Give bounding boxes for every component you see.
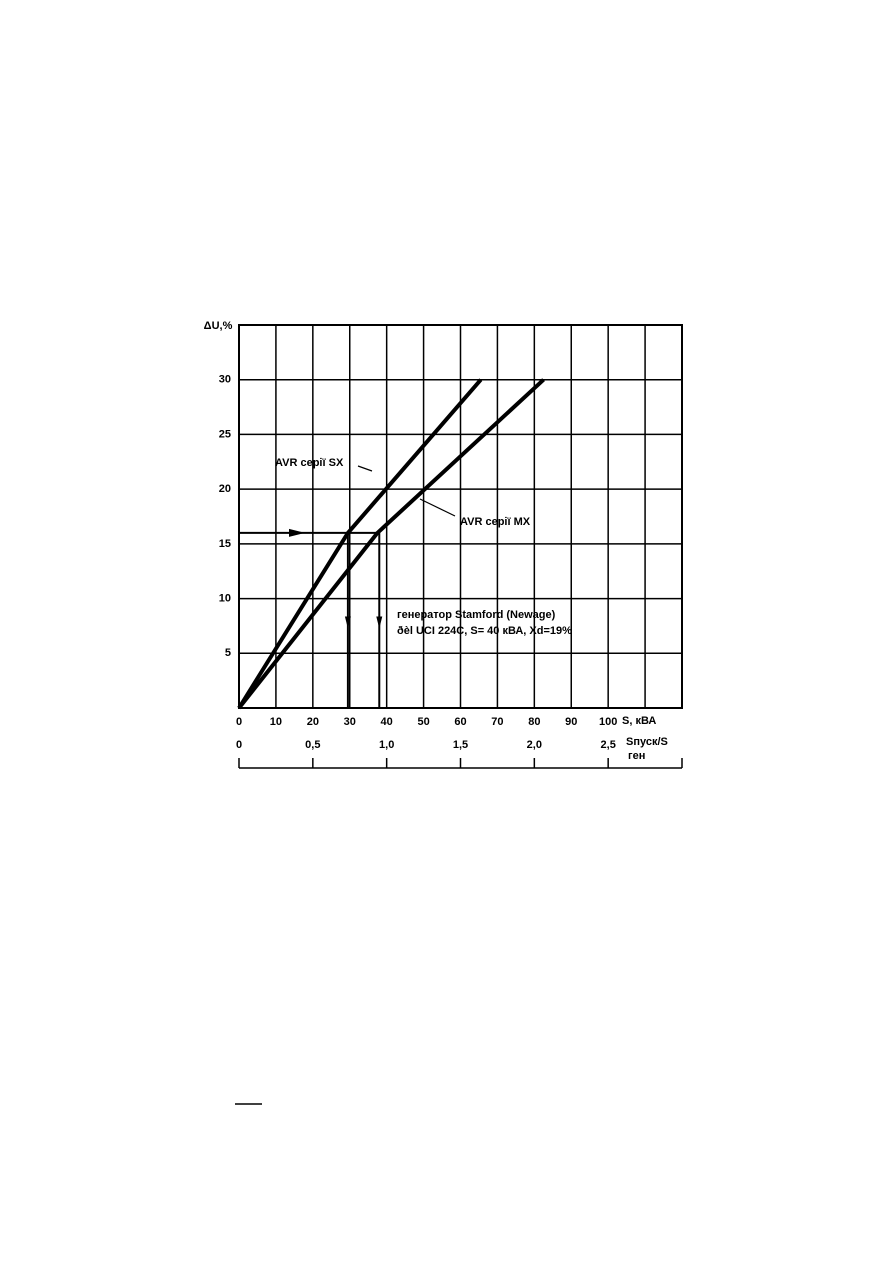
y-axis-label: ΔU,% — [204, 320, 233, 332]
guide-arrow — [376, 616, 383, 629]
series-label: AVR серії MX — [460, 516, 531, 528]
data-line — [237, 378, 483, 710]
plot-frame — [238, 324, 683, 709]
y-tick-label: 30 — [219, 374, 231, 386]
y-tick-label: 10 — [219, 592, 231, 604]
leader — [419, 498, 456, 517]
x-tick-label: 100 — [599, 716, 617, 728]
x2-tick-label: 0 — [236, 739, 242, 751]
series-label: AVR серії SX — [275, 457, 344, 469]
x-tick-label: 90 — [565, 716, 577, 728]
data-line — [237, 378, 545, 710]
x2-tick-label: 2,0 — [527, 739, 542, 751]
leader — [357, 465, 373, 472]
x-tick-label: 10 — [270, 716, 282, 728]
x-tick-label: 70 — [491, 716, 503, 728]
y-tick-label: 5 — [225, 647, 231, 659]
annotation: генератор Stamford (Newage) — [397, 609, 556, 621]
x2-tick-label: 0,5 — [305, 739, 320, 751]
guide-arrow — [289, 528, 305, 537]
x-tick-label: 60 — [454, 716, 466, 728]
x-tick-label: 20 — [307, 716, 319, 728]
x2-tick-label: 1,5 — [453, 739, 468, 751]
x-tick-label: 80 — [528, 716, 540, 728]
y-tick-label: 25 — [219, 428, 231, 440]
annotation: ðèl UCI 224C, S= 40 кВА, Xd=19% — [397, 625, 572, 637]
x-axis-label: S, кВА — [622, 715, 656, 727]
x-tick-label: 50 — [417, 716, 429, 728]
guide-arrow — [344, 616, 351, 629]
y-tick-label: 20 — [219, 483, 231, 495]
x2-tick-label: 2,5 — [601, 739, 616, 751]
x2-axis-label: ген — [628, 750, 645, 762]
x-tick-label: 0 — [236, 716, 242, 728]
x-tick-label: 30 — [344, 716, 356, 728]
x-tick-label: 40 — [381, 716, 393, 728]
x2-axis-label: Sпуск/S — [626, 736, 668, 748]
y-tick-label: 15 — [219, 538, 231, 550]
x2-tick-label: 1,0 — [379, 739, 394, 751]
